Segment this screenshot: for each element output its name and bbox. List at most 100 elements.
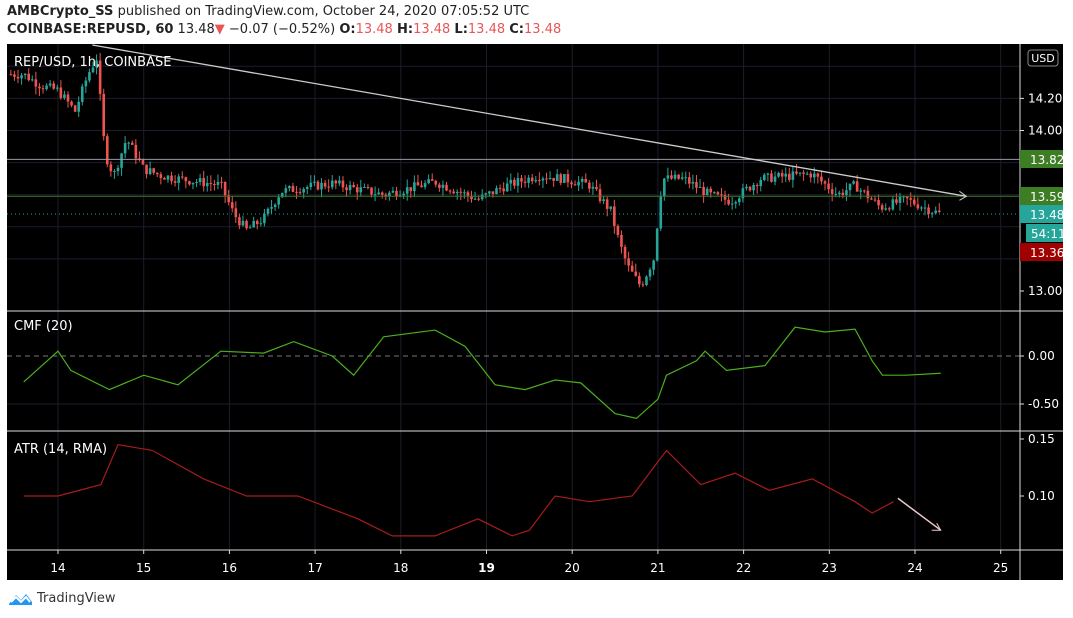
price-label (1020, 205, 1063, 223)
candle (213, 179, 216, 191)
candle (588, 179, 591, 193)
candle (809, 171, 813, 183)
candle (716, 191, 720, 196)
candle (16, 69, 20, 84)
candle (120, 152, 123, 176)
candle (434, 179, 438, 188)
candle (145, 164, 148, 179)
candle (391, 186, 395, 194)
candle (630, 260, 634, 272)
candle (934, 206, 938, 215)
candle (209, 175, 213, 192)
candle (755, 183, 759, 194)
candle (195, 178, 198, 188)
x-tick-label: 16 (222, 561, 237, 575)
x-tick-label: 21 (650, 561, 665, 575)
candle (34, 71, 38, 95)
candle (127, 141, 131, 150)
atr-down-arrow[interactable] (897, 497, 942, 531)
open-label: O: (339, 22, 356, 37)
candle (205, 175, 209, 192)
candle (920, 205, 923, 212)
candle (55, 84, 59, 92)
candle (666, 167, 670, 182)
candle (452, 188, 455, 195)
candle (27, 68, 31, 82)
candle (202, 170, 205, 192)
candle (241, 215, 245, 227)
tradingview-cloud-icon (9, 594, 32, 605)
close-value: 13.48 (524, 22, 562, 37)
cmf-line (23, 326, 941, 420)
candle (823, 179, 827, 191)
candle (484, 192, 488, 199)
candle (541, 176, 545, 189)
candle (63, 90, 66, 100)
x-tick-label: 14 (50, 561, 65, 575)
candle (227, 190, 230, 206)
candle (316, 179, 320, 191)
price-label-text: 54:11 (1031, 227, 1066, 241)
candle (827, 177, 830, 194)
candle (413, 175, 416, 198)
trendline[interactable] (92, 44, 967, 197)
candle (309, 175, 313, 191)
candle (877, 194, 880, 210)
candle (352, 181, 355, 188)
candle (263, 208, 266, 227)
candle (280, 192, 284, 198)
candle (216, 174, 220, 190)
candle (430, 173, 434, 181)
candle (455, 189, 459, 200)
candle (759, 176, 763, 192)
candle (580, 176, 584, 189)
candle (527, 174, 530, 188)
candle (109, 161, 113, 177)
candle (498, 184, 502, 193)
candle (48, 79, 52, 88)
candle (795, 164, 798, 176)
candle (620, 230, 623, 254)
atr-line (23, 444, 894, 537)
price-label (1020, 187, 1063, 205)
y-tick-label: 14.20 (1028, 91, 1062, 105)
tradingview-logo[interactable]: TradingView (7, 590, 116, 606)
publish-line: AMBCrypto_SS published on TradingView.co… (7, 4, 529, 19)
candle (545, 172, 548, 185)
x-tick-label: 15 (136, 561, 151, 575)
candle (159, 171, 163, 185)
candle (645, 275, 648, 287)
published-info: published on TradingView.com, October 24… (117, 4, 530, 19)
candle (763, 172, 766, 182)
candle (252, 216, 255, 228)
candle (373, 186, 377, 202)
candle (359, 179, 363, 196)
price-label-text: 13.82 (1030, 153, 1064, 167)
candle (438, 182, 441, 192)
candle (248, 224, 252, 229)
candle (605, 196, 609, 217)
candle (23, 73, 27, 80)
chart-title: REP/USD, 1h, COINBASE (14, 55, 171, 70)
candle (595, 179, 598, 191)
candle (191, 182, 195, 190)
candle (752, 182, 755, 196)
candle (684, 171, 688, 185)
y-tick-label: 14.00 (1028, 124, 1062, 138)
candle (559, 172, 563, 186)
candle (670, 170, 673, 180)
candle (677, 174, 680, 180)
x-tick-label: 18 (393, 561, 408, 575)
currency-button[interactable] (1027, 49, 1059, 67)
candle (773, 171, 777, 186)
candle (166, 174, 170, 183)
low-value: 13.48 (467, 22, 506, 37)
candle (245, 219, 248, 230)
candle (552, 177, 555, 187)
candle (130, 140, 134, 146)
candle (388, 190, 391, 201)
candle (520, 175, 523, 188)
candle (720, 187, 723, 202)
candle (105, 133, 109, 168)
